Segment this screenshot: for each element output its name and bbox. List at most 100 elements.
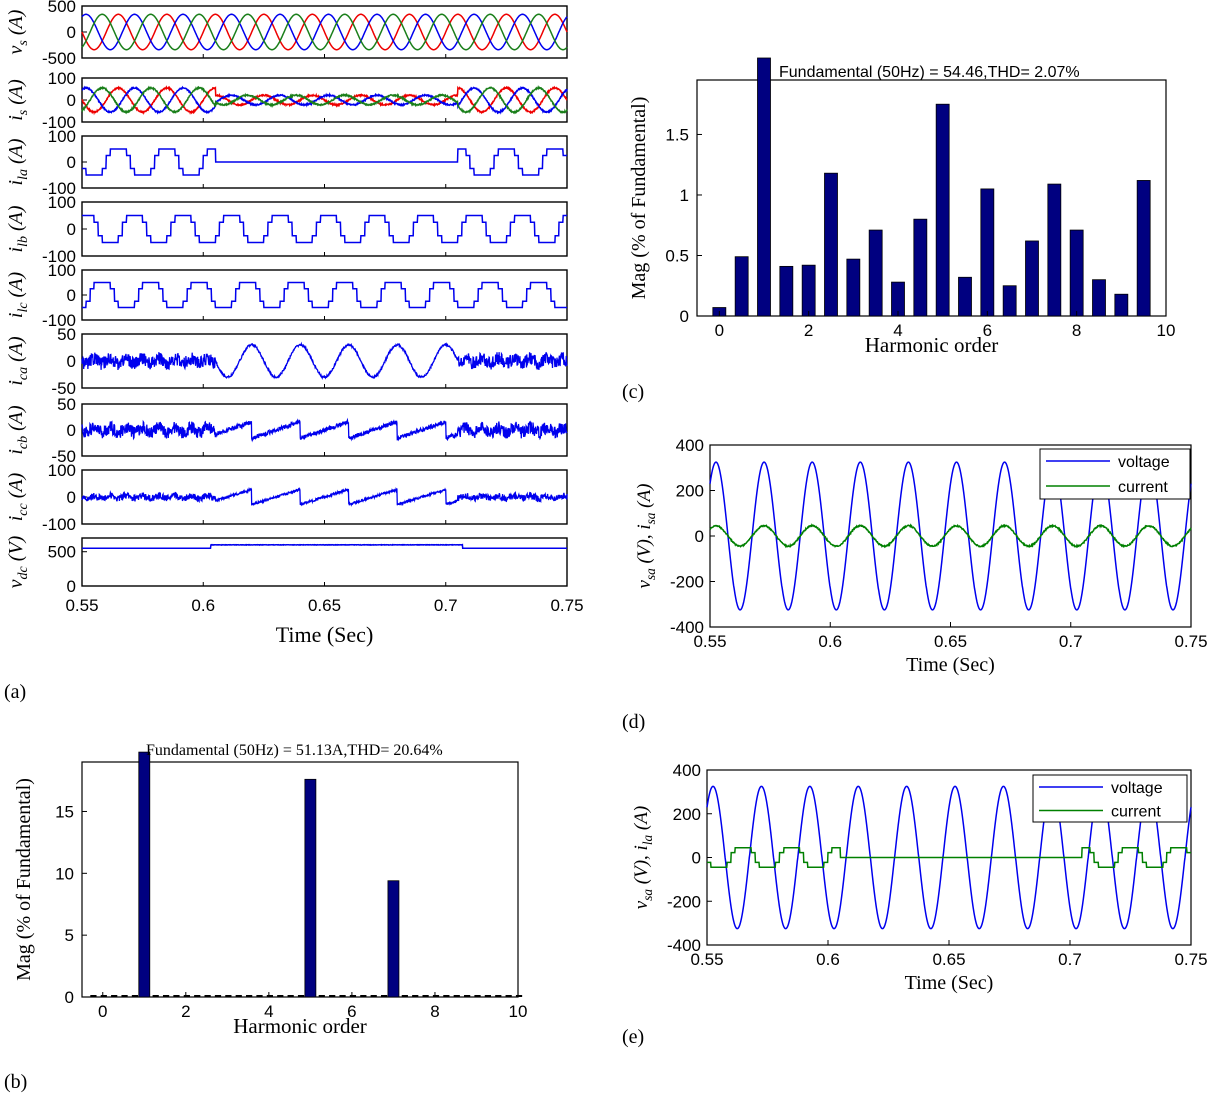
x-tick-label: 10 (1157, 321, 1176, 340)
x-tick-label: 0.75 (550, 596, 583, 615)
bar-h4.5 (913, 218, 928, 317)
current-line (707, 846, 1191, 869)
x-tick-label: 0.55 (690, 950, 723, 969)
phase-c-line (81, 13, 568, 51)
y-tick-label: -400 (667, 936, 701, 955)
y-tick-label: 0 (695, 527, 704, 546)
y-tick-label: 0 (67, 488, 76, 507)
bar-h9.5 (1136, 180, 1151, 317)
subplot-1: 500 0 -500 vs (A) (5, 0, 568, 68)
plot-frame (696, 79, 1167, 317)
x-tick-label: 0.55 (693, 632, 726, 651)
y-axis-label: vs (A) (5, 9, 31, 54)
y-tick-label: 0 (67, 91, 76, 110)
panel-label-a: (a) (4, 681, 26, 703)
x-tick-label: 2 (181, 1002, 190, 1021)
y-tick-label: 0 (67, 153, 76, 172)
subplot-5: 100 0 -100 ilc (A) (5, 261, 568, 330)
y-tick-label: 200 (673, 805, 701, 824)
bar-h5.5 (958, 276, 972, 317)
y-tick-label: -100 (42, 515, 76, 534)
y-axis-label: icc (A) (5, 472, 31, 521)
x-tick-label: 0.65 (934, 632, 967, 651)
x-tick-label: 6 (983, 321, 992, 340)
y-tick-label: 100 (48, 461, 76, 480)
subplot-7: 50 0 -50 icb (A) (5, 395, 568, 466)
panel-label-b: (b) (4, 1071, 27, 1093)
phase-a-line (81, 13, 568, 51)
x-tick-label: 0.7 (1058, 950, 1082, 969)
y-tick-label: 0 (67, 220, 76, 239)
bar-h4 (891, 281, 905, 317)
panel-label-d: (d) (622, 711, 645, 733)
y-tick-label: 100 (48, 261, 76, 280)
x-tick-label: 0.75 (1174, 632, 1207, 651)
x-tick-label: 0.65 (308, 596, 341, 615)
bar-h0.5 (734, 256, 749, 317)
current-line (709, 523, 1192, 549)
compensator-current-line (81, 417, 568, 443)
bar-h1.5 (779, 265, 794, 317)
y-tick-label: 15 (55, 802, 74, 821)
x-axis-label: Time (Sec) (276, 622, 374, 647)
subplot-4: 100 0 -100 ilb (A) (5, 193, 568, 266)
phase-b-line (81, 85, 568, 115)
bar-h7.5 (1047, 183, 1062, 317)
y-tick-label: 0 (692, 849, 701, 868)
y-tick-label: -100 (42, 113, 76, 132)
x-tick-label: 0.6 (191, 596, 215, 615)
y-axis-label: is (A) (5, 79, 31, 121)
y-axis-label: ilb (A) (5, 205, 31, 252)
subplot-3: 100 0 -100 ila (A) (5, 127, 568, 198)
x-axis-label: Time (Sec) (905, 972, 994, 994)
x-tick-label: 0.7 (1059, 632, 1083, 651)
y-tick-label: -400 (670, 618, 704, 637)
y-tick-label: 1 (680, 186, 689, 205)
x-tick-label: 0.75 (1174, 950, 1207, 969)
y-tick-label: 1.5 (665, 125, 689, 144)
x-tick-label: 6 (347, 1002, 356, 1021)
panel-c-chart: 0 0.5 1 1.5 0 2 4 6 8 10 Harmonic order Mag (% of F… (628, 57, 1176, 357)
panel-b-chart: 0 5 10 15 0 2 4 6 8 10 Harmonic order Mag (% of Fun… (13, 742, 527, 1038)
phase-c-line (81, 84, 568, 115)
y-tick-label: 10 (55, 864, 74, 883)
x-tick-label: 10 (509, 1002, 528, 1021)
y-tick-label: 50 (57, 395, 76, 414)
x-tick-label: 8 (430, 1002, 439, 1021)
y-tick-label: 0 (65, 988, 74, 1007)
y-axis-label: ila (A) (5, 138, 31, 185)
x-tick-label: 8 (1072, 321, 1081, 340)
y-axis-label: vsa (V), ila (A) (631, 806, 655, 909)
phase-b-line (81, 13, 568, 51)
dc-voltage-line (82, 543, 567, 550)
y-tick-label: 50 (57, 325, 76, 344)
y-tick-label: 500 (48, 543, 76, 562)
y-tick-label: -200 (670, 573, 704, 592)
y-axis-label: icb (A) (5, 405, 31, 455)
load-current-line (82, 281, 567, 309)
subplot-frame (81, 201, 568, 257)
y-axis-label: vdc (V) (5, 535, 31, 588)
phase-a-line (81, 85, 568, 116)
y-tick-label: 400 (676, 436, 704, 455)
y-tick-label: -200 (667, 892, 701, 911)
bar-h2 (801, 264, 816, 317)
voltage-line (709, 461, 1192, 611)
y-tick-label: 0 (680, 307, 689, 326)
x-tick-label: 4 (893, 321, 902, 340)
panel-label-c: (c) (622, 381, 644, 403)
subplot-6: 50 0 -50 ica (A) (5, 325, 568, 398)
y-axis-label: ica (A) (5, 336, 31, 386)
load-current-line (82, 148, 567, 176)
y-tick-label: 0 (67, 421, 76, 440)
x-tick-label: 0 (715, 321, 724, 340)
y-tick-label: -100 (42, 179, 76, 198)
bar-h8 (1069, 229, 1084, 317)
x-tick-label: 4 (264, 1002, 273, 1021)
y-tick-label: 0.5 (665, 246, 689, 265)
bar-h8.5 (1092, 279, 1106, 317)
y-tick-label: 100 (48, 127, 76, 146)
x-axis-label: Harmonic order (865, 333, 999, 357)
